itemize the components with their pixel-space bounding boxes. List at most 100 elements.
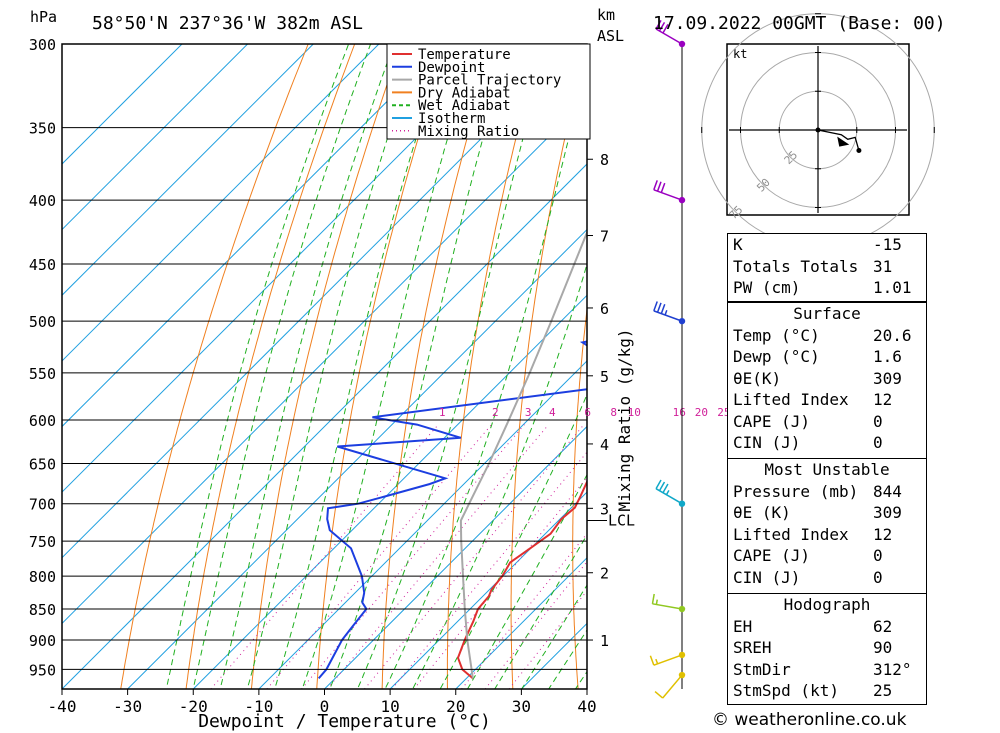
wind-barb-flag (651, 593, 655, 604)
row-value: 0 (873, 433, 883, 452)
wind-barb-staff (653, 189, 683, 201)
wind-barb-flag (662, 483, 669, 494)
wet-adiabat-line (192, 44, 372, 689)
row-value: 62 (873, 616, 893, 636)
table-row: StmSpd (kt) 25 (728, 680, 926, 702)
wet-adiabat-line (439, 393, 587, 689)
wind-barb-flag (656, 181, 662, 192)
wind-barb-flag (658, 481, 666, 492)
pressure-tick-label: 800 (29, 568, 56, 586)
wind-barb-staff (655, 488, 683, 505)
table-row: CAPE (J) 0 (728, 411, 926, 433)
row-value: 309 (873, 503, 902, 522)
x-axis-label: Dewpoint / Temperature (°C) (198, 711, 491, 732)
dry-adiabat-line (381, 44, 495, 689)
location-title: 58°50'N 237°36'W 382m ASL (92, 13, 363, 34)
mixing-ratio-line (364, 424, 585, 689)
legend-item: Wet Adiabat (418, 98, 511, 114)
pressure-tick-label: 400 (29, 192, 56, 210)
wet-adiabat-line (548, 629, 587, 689)
wind-barb-flag (653, 180, 658, 191)
pressure-tick-label: 550 (29, 365, 56, 383)
mixing-ratio-line (301, 424, 525, 689)
pressure-tick-label: 850 (29, 601, 56, 619)
row-value: 90 (873, 638, 893, 657)
isotherm-line (127, 228, 587, 689)
mixing-ratio-line (266, 424, 492, 689)
wet-adiabat-line (246, 44, 420, 689)
surface-title: Surface (793, 304, 861, 323)
km-tick-label: 8 (600, 151, 609, 169)
x-tick-label: -40 (48, 697, 77, 716)
table-row: θE (K) 309 (728, 502, 926, 524)
asl-label: ASL (597, 27, 625, 45)
wind-barb-flag (655, 479, 662, 490)
isotherm-line (62, 44, 445, 428)
row-label: Totals Totals (733, 256, 859, 276)
mixing-ratio-line (413, 476, 587, 689)
x-tick-label: 20 (446, 697, 465, 716)
mixing-ratio-label: 8 (610, 406, 617, 419)
mixing-ratio-line (326, 424, 549, 689)
wind-barb-staff (653, 654, 683, 666)
wet-adiabat-line (219, 44, 395, 689)
wind-barb (649, 654, 683, 666)
isotherm-line (62, 163, 587, 689)
km-tick-label: 2 (600, 565, 609, 583)
mixing-ratio-line (461, 532, 587, 689)
mixing-ratio-label: 10 (628, 406, 641, 419)
wind-barb-flag (649, 655, 655, 666)
plot-area (62, 44, 680, 689)
legend-item: Mixing Ratio (418, 124, 519, 140)
wind-barb-flag (654, 691, 664, 699)
mixing-ratio-label: 1 (439, 406, 446, 419)
mixing-ratio-label: 6 (584, 406, 591, 419)
isotherm-line (62, 97, 587, 625)
wind-barb (655, 479, 683, 505)
row-value: 12 (873, 390, 893, 409)
row-label: CAPE (J) (733, 411, 811, 431)
wet-adiabat-line (494, 533, 587, 689)
wet-adiabat-line (301, 44, 477, 689)
legend-item: Dry Adiabat (418, 85, 511, 101)
wind-barb-flag (658, 21, 666, 32)
isotherm-line (62, 44, 577, 559)
row-label: Temp (°C) (733, 325, 820, 345)
x-tick-label: -30 (113, 697, 142, 716)
row-value: 1.01 (873, 278, 912, 297)
row-label: Dewp (°C) (733, 347, 820, 366)
row-value: 12 (873, 524, 893, 544)
row-label: θE(K) (733, 368, 782, 388)
table-row: Totals Totals 31 (728, 256, 926, 278)
isotherm-line (62, 44, 380, 362)
dry-adiabat-line (316, 44, 449, 689)
isotherm-line (62, 44, 248, 231)
row-label: K (733, 235, 743, 254)
dry-adiabat-line (572, 305, 587, 689)
table-row: Lifted Index 12 (728, 524, 926, 546)
table-row: StmDir 312° (728, 659, 926, 681)
hodograph-trace (817, 129, 860, 151)
wind-barb-flag (662, 23, 669, 34)
dry-adiabat-line (632, 44, 680, 689)
hodograph-table: Hodograph EH 62 SREH 90 StmDir 312° StmSpd (kt… (727, 593, 927, 705)
wind-barb-flag (653, 301, 658, 312)
wind-barb-half-flag (664, 310, 668, 316)
wind-barb-staff (662, 674, 683, 699)
wet-adiabat-line (384, 64, 587, 689)
table-row: Temp (°C) 20.6 (728, 325, 926, 347)
legend-box (386, 43, 591, 140)
dry-adiabat-line (510, 44, 587, 689)
isotherm-line (62, 44, 511, 493)
row-label: Lifted Index (733, 390, 849, 409)
row-label: CAPE (J) (733, 546, 811, 565)
table-row: Pressure (mb) 844 (728, 481, 926, 503)
hodograph-start-dot (815, 127, 821, 133)
row-label: EH (733, 616, 753, 636)
pressure-unit-label: hPa (30, 8, 58, 26)
wind-barb-flag (660, 303, 666, 314)
table-row: Lifted Index 12 (728, 389, 926, 411)
pressure-tick-label: 900 (29, 632, 56, 650)
pressure-tick-label: 600 (29, 412, 56, 430)
